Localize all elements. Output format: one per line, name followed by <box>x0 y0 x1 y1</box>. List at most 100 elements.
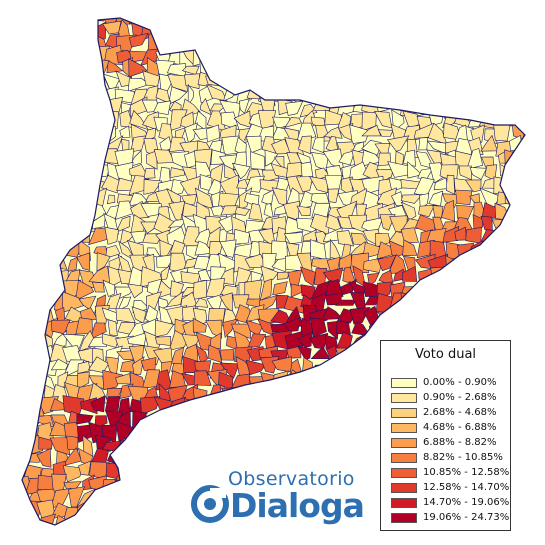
municipality-region <box>336 373 359 393</box>
municipality-region <box>192 44 212 67</box>
municipality-region <box>286 345 302 359</box>
municipality-region <box>378 317 397 340</box>
municipality-region <box>386 135 410 152</box>
municipality-region <box>165 290 184 308</box>
municipality-region <box>402 239 418 257</box>
municipality-region <box>348 410 368 428</box>
municipality-region <box>404 322 421 339</box>
municipality-region <box>517 18 525 22</box>
municipality-region <box>524 84 525 106</box>
municipality-region <box>428 59 447 80</box>
municipality-region <box>259 531 278 545</box>
municipality-region <box>128 58 148 78</box>
legend-label: 0.00% - 0.90% <box>423 377 497 388</box>
municipality-region <box>75 279 95 301</box>
municipality-region <box>518 22 525 33</box>
municipality-region <box>352 528 370 545</box>
municipality-region <box>62 22 82 37</box>
municipality-region <box>194 530 211 545</box>
municipality-region <box>469 167 488 180</box>
municipality-region <box>24 239 40 261</box>
municipality-region <box>518 425 525 441</box>
municipality-region <box>24 18 45 27</box>
municipality-region <box>232 75 253 89</box>
municipality-region <box>521 217 525 231</box>
municipality-region <box>325 165 343 179</box>
municipality-region <box>363 32 380 52</box>
municipality-region <box>22 411 31 430</box>
municipality-region <box>39 239 58 261</box>
municipality-region <box>221 20 240 40</box>
municipality-region <box>126 283 143 299</box>
municipality-region <box>299 384 314 399</box>
municipality-region <box>341 33 354 53</box>
municipality-region <box>246 51 261 67</box>
municipality-region <box>66 219 84 235</box>
municipality-region <box>142 451 161 467</box>
municipality-region <box>39 136 58 158</box>
municipality-region <box>313 413 328 424</box>
municipality-region <box>49 181 69 193</box>
municipality-region <box>226 428 239 441</box>
legend-item: 2.68% - 4.68% <box>391 407 497 418</box>
municipality-region <box>351 385 369 402</box>
municipality-region <box>368 403 382 417</box>
municipality-region <box>22 257 26 269</box>
municipality-region <box>117 296 132 312</box>
municipality-region <box>523 256 525 270</box>
municipality-region <box>26 85 44 105</box>
municipality-region <box>88 88 106 106</box>
municipality-region <box>22 217 33 230</box>
municipality-region <box>172 447 185 465</box>
municipality-region <box>289 61 306 79</box>
municipality-region <box>309 35 329 54</box>
municipality-region <box>24 110 44 131</box>
municipality-region <box>323 449 344 466</box>
municipality-region <box>82 434 94 457</box>
municipality-region <box>90 395 106 413</box>
municipality-region <box>222 450 235 470</box>
municipality-region <box>22 162 32 179</box>
municipality-region <box>354 344 367 364</box>
municipality-region <box>40 269 54 287</box>
municipality-region <box>96 122 107 145</box>
municipality-region <box>257 440 279 455</box>
municipality-region <box>244 77 263 91</box>
municipality-region <box>102 110 120 132</box>
municipality-region <box>506 291 522 311</box>
municipality-region <box>453 77 475 87</box>
municipality-region <box>53 100 68 119</box>
municipality-region <box>65 113 85 132</box>
municipality-region <box>525 297 538 313</box>
municipality-region <box>146 150 158 170</box>
municipality-region <box>350 356 368 370</box>
municipality-region <box>413 18 435 28</box>
municipality-region <box>401 62 419 74</box>
municipality-region <box>299 103 318 118</box>
municipality-region <box>505 46 525 61</box>
municipality-region <box>244 450 267 466</box>
municipality-region <box>326 414 342 429</box>
municipality-region <box>141 499 163 517</box>
municipality-region <box>222 530 239 545</box>
municipality-region <box>522 516 525 525</box>
municipality-region <box>361 20 384 39</box>
municipality-region <box>322 47 345 66</box>
municipality-region <box>52 187 72 210</box>
municipality-region <box>403 21 422 34</box>
municipality-region <box>101 333 120 348</box>
municipality-region <box>49 46 72 63</box>
municipality-region <box>270 449 293 469</box>
municipality-region <box>66 31 77 52</box>
municipality-region <box>38 436 53 450</box>
municipality-region <box>326 18 344 25</box>
municipality-region <box>155 18 171 27</box>
municipality-region <box>518 96 525 117</box>
municipality-region <box>505 267 521 285</box>
municipality-region <box>297 331 313 348</box>
municipality-region <box>36 112 57 131</box>
municipality-region <box>41 96 55 117</box>
municipality-region <box>508 208 525 222</box>
municipality-region <box>28 165 44 183</box>
municipality-region <box>509 85 525 107</box>
